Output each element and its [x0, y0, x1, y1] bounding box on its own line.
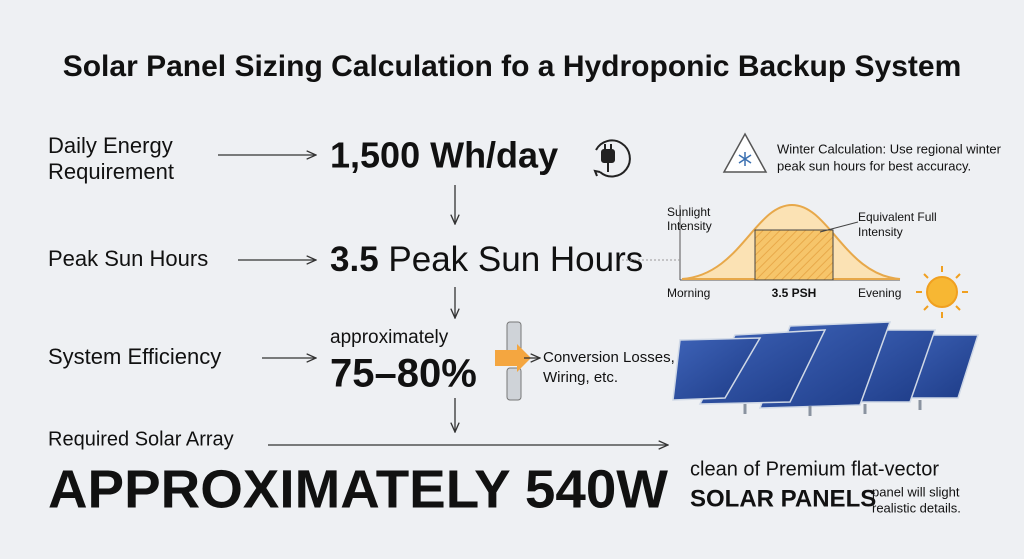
- value-rest: Peak Sun Hours: [388, 240, 643, 279]
- caption-small: realistic details.: [872, 500, 961, 515]
- chart-label: Evening: [858, 286, 901, 300]
- result-label: Required Solar Array: [48, 428, 234, 450]
- chart-label: Equivalent Full: [858, 210, 937, 224]
- sun-icon: [916, 266, 968, 318]
- note: Wiring, etc.: [543, 369, 618, 386]
- note: Conversion Losses,: [543, 349, 675, 366]
- step-label: Peak Sun Hours: [48, 246, 208, 271]
- step-value: 75–80%: [330, 352, 477, 396]
- chart-label: Intensity: [667, 219, 712, 233]
- step-value: 3.5 Peak Sun Hours: [330, 240, 643, 279]
- plug-icon: [593, 139, 631, 178]
- caption: clean of Premium flat-vector: [690, 458, 939, 480]
- qualifier: approximately: [330, 327, 449, 348]
- caption-bold: SOLAR PANELS: [690, 485, 876, 512]
- loss-icon: [495, 321, 540, 401]
- snow-warning-icon: [722, 132, 768, 173]
- result-value: APPROXIMATELY 540W: [48, 459, 668, 519]
- sun-curve: [622, 203, 901, 281]
- caption-small: panel will slight: [872, 484, 960, 499]
- chart-label: Morning: [667, 286, 710, 300]
- title: Solar Panel Sizing Calculation fo a Hydr…: [63, 50, 962, 83]
- chart-label: Sunlight: [667, 205, 711, 219]
- chart-label: 3.5 PSH: [772, 286, 817, 300]
- step-label: System Efficiency: [48, 344, 221, 369]
- step-label: Requirement: [48, 159, 174, 184]
- winter-note: Winter Calculation: Use regional winter: [777, 141, 1002, 156]
- chart-label: Intensity: [858, 225, 903, 239]
- solar-panels: [672, 321, 980, 416]
- step-value: 1,500 Wh/day: [330, 135, 558, 176]
- winter-note: peak sun hours for best accuracy.: [777, 158, 971, 173]
- value-bold: 3.5: [330, 240, 379, 279]
- step-label: Daily Energy: [48, 133, 173, 158]
